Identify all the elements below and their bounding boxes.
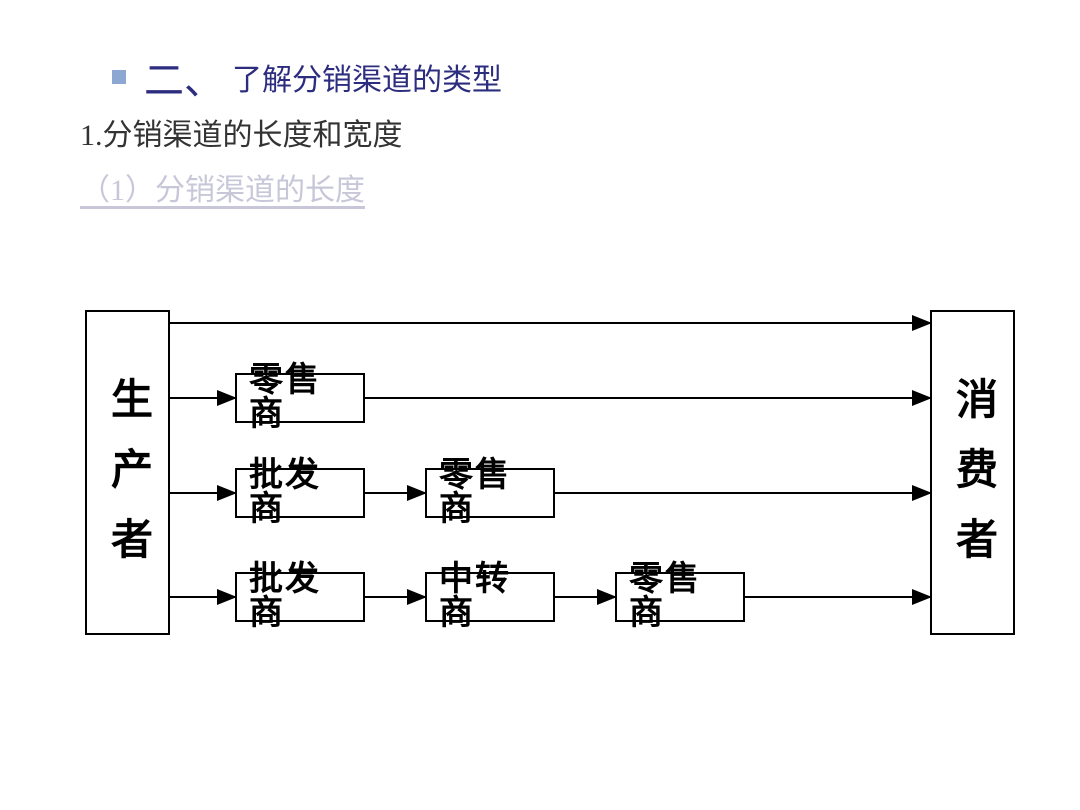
node-r3_whole: 批发商 bbox=[235, 468, 365, 518]
node-consumer: 消费者 bbox=[930, 310, 1015, 635]
node-producer: 生产者 bbox=[85, 310, 170, 635]
distribution-channel-diagram: 生产者消费者零售商批发商零售商批发商中转商零售商 bbox=[0, 0, 1080, 810]
node-r4_retail: 零售商 bbox=[615, 572, 745, 622]
node-r4_trans: 中转商 bbox=[425, 572, 555, 622]
node-r3_retail: 零售商 bbox=[425, 468, 555, 518]
node-r4_whole: 批发商 bbox=[235, 572, 365, 622]
node-r2_retail: 零售商 bbox=[235, 373, 365, 423]
